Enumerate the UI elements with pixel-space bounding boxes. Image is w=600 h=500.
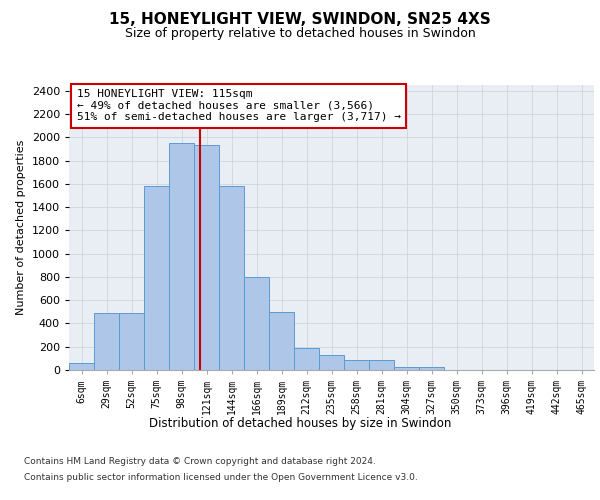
Bar xyxy=(369,360,394,370)
Bar xyxy=(219,186,244,370)
Text: 15, HONEYLIGHT VIEW, SWINDON, SN25 4XS: 15, HONEYLIGHT VIEW, SWINDON, SN25 4XS xyxy=(109,12,491,28)
Y-axis label: Number of detached properties: Number of detached properties xyxy=(16,140,26,315)
Text: Distribution of detached houses by size in Swindon: Distribution of detached houses by size … xyxy=(149,418,451,430)
Text: Contains HM Land Registry data © Crown copyright and database right 2024.: Contains HM Land Registry data © Crown c… xyxy=(24,458,376,466)
Text: Contains public sector information licensed under the Open Government Licence v3: Contains public sector information licen… xyxy=(24,472,418,482)
Bar xyxy=(244,277,269,370)
Text: 15 HONEYLIGHT VIEW: 115sqm
← 49% of detached houses are smaller (3,566)
51% of s: 15 HONEYLIGHT VIEW: 115sqm ← 49% of deta… xyxy=(77,90,401,122)
Bar xyxy=(319,355,344,370)
Bar xyxy=(69,363,94,370)
Bar xyxy=(94,313,119,370)
Bar xyxy=(194,146,219,370)
Bar xyxy=(119,313,144,370)
Bar xyxy=(419,366,444,370)
Bar xyxy=(269,312,294,370)
Bar xyxy=(394,366,419,370)
Bar xyxy=(169,143,194,370)
Text: Size of property relative to detached houses in Swindon: Size of property relative to detached ho… xyxy=(125,28,475,40)
Bar xyxy=(144,186,169,370)
Bar xyxy=(344,360,369,370)
Bar xyxy=(294,348,319,370)
